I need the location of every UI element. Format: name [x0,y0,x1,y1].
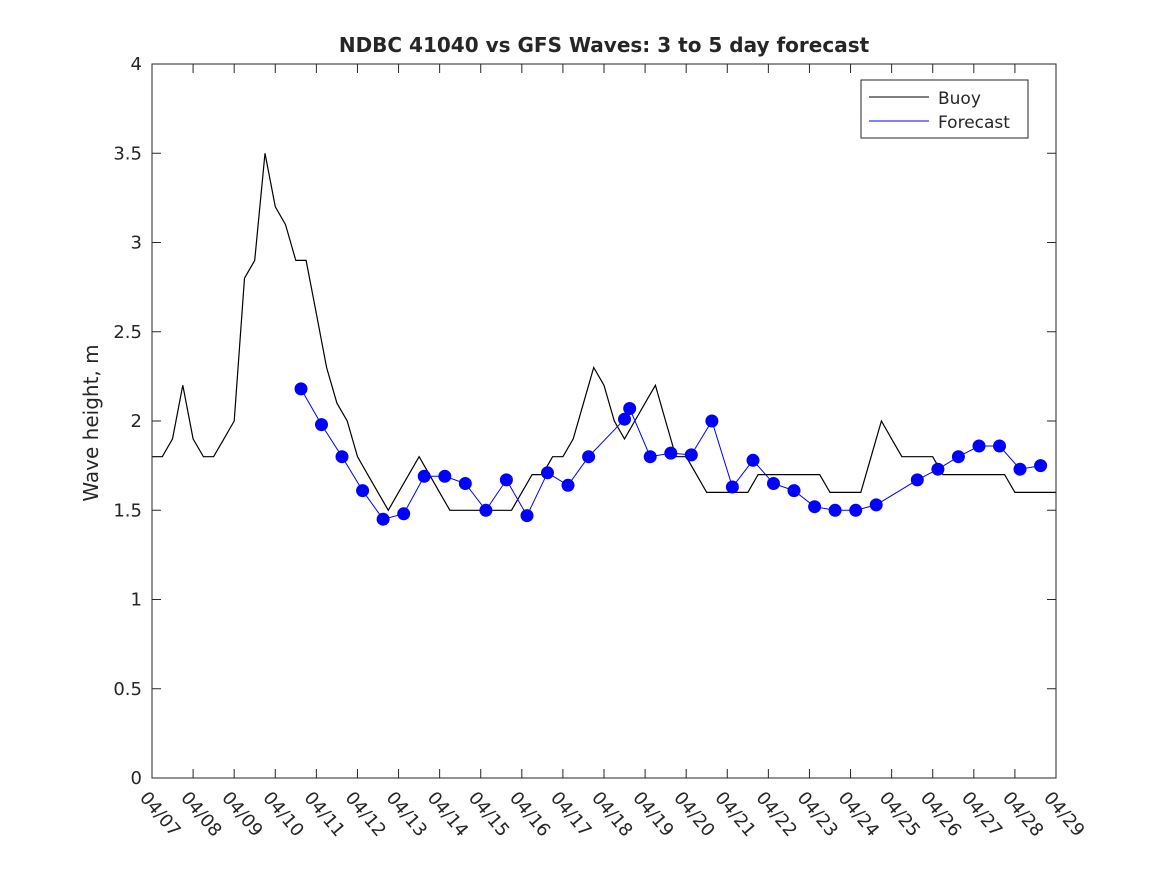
y-tick-label: 0.5 [113,679,142,700]
forecast-marker [458,477,472,490]
forecast-marker [499,473,513,487]
forecast-marker [869,498,883,512]
forecast-marker [910,473,924,487]
y-tick-label: 1.5 [113,500,142,521]
forecast-marker [356,484,370,498]
buoy-series-line [152,153,1056,512]
y-tick-label: 4 [131,54,142,75]
y-tick-label: 1 [131,590,142,611]
forecast-marker [684,448,698,462]
forecast-marker [479,503,493,517]
forecast-marker [1013,462,1027,476]
forecast-marker [767,477,780,490]
forecast-marker [951,450,965,464]
forecast-marker [294,382,308,396]
forecast-marker [561,478,575,492]
chart-title: NDBC 41040 vs GFS Waves: 3 to 5 day fore… [339,33,870,57]
forecast-marker [931,462,945,476]
forecast-marker [643,450,657,464]
forecast-marker [335,450,349,464]
forecast-marker [376,512,390,526]
y-tick-label: 0 [131,768,142,789]
forecast-marker [787,484,801,498]
legend-buoy-label: Buoy [938,89,981,109]
y-tick-label: 3.5 [113,143,142,164]
y-tick-label: 3 [131,233,142,254]
forecast-marker [618,412,631,426]
forecast-marker [582,450,596,464]
legend-forecast-label: Forecast [938,113,1010,133]
forecast-marker [520,509,534,523]
y-tick-label: 2 [131,411,142,432]
forecast-marker [541,466,554,480]
plot-series-group [152,153,1056,526]
forecast-marker [972,439,986,453]
forecast-marker [849,503,863,517]
forecast-marker [623,402,637,415]
forecast-marker [664,446,678,460]
forecast-marker [397,507,411,521]
y-tick-label: 2.5 [113,322,142,343]
forecast-marker [705,414,719,428]
forecast-marker [993,439,1006,453]
forecast-marker [725,480,739,494]
legend: Buoy Forecast [860,79,1029,139]
forecast-marker [417,469,431,483]
forecast-marker [808,500,822,514]
forecast-marker [438,469,452,483]
forecast-marker [1034,459,1048,473]
plot-area [152,153,1056,526]
forecast-marker [746,453,760,467]
legend-box [860,79,1029,139]
y-axis-label: Wave height, m [79,344,103,501]
forecast-marker [828,503,842,517]
forecast-marker [315,418,328,432]
